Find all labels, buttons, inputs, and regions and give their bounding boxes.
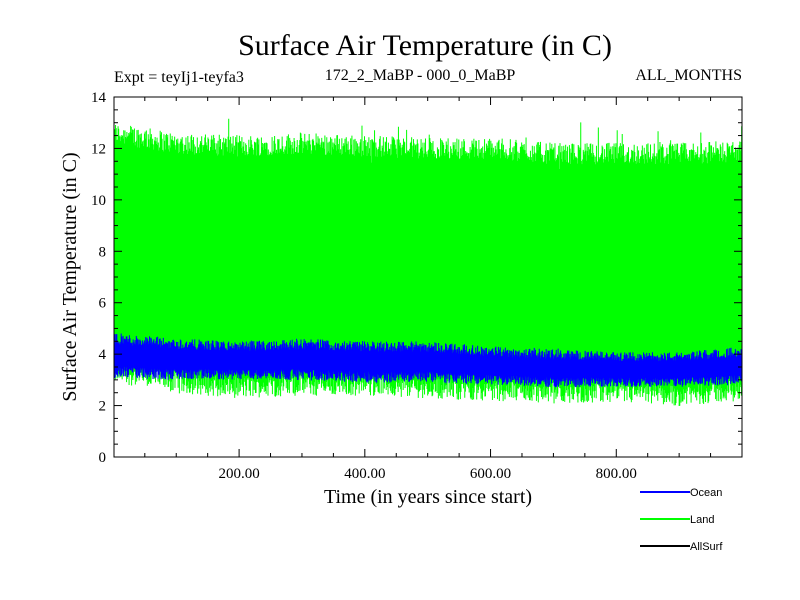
y-tick-label: 6 xyxy=(99,296,107,312)
legend: Ocean Land AllSurf xyxy=(640,487,723,553)
legend-label-ocean: Ocean xyxy=(690,487,722,499)
months-label: ALL_MONTHS xyxy=(635,67,742,84)
x-tick-label: 400.00 xyxy=(344,466,385,482)
y-tick-label: 4 xyxy=(99,347,107,363)
period-label: 172_2_MaBP - 000_0_MaBP xyxy=(325,67,516,84)
y-tick-label: 10 xyxy=(91,193,106,209)
plot-area xyxy=(114,118,742,407)
x-axis-label: Time (in years since start) xyxy=(324,486,532,508)
y-axis-label: Surface Air Temperature (in C) xyxy=(59,152,81,401)
x-tick-label: 200.00 xyxy=(218,466,259,482)
y-tick-label: 2 xyxy=(99,399,107,415)
series-land-line xyxy=(114,118,742,407)
x-tick-label: 800.00 xyxy=(596,466,637,482)
y-tick-label: 12 xyxy=(91,141,106,157)
y-tick-label: 0 xyxy=(99,450,107,466)
chart-title: Surface Air Temperature (in C) xyxy=(238,29,612,62)
legend-label-land: Land xyxy=(690,514,714,526)
y-tick-label: 8 xyxy=(99,244,107,260)
legend-label-allsurf: AllSurf xyxy=(690,541,723,553)
series-layer xyxy=(114,118,742,407)
experiment-label: Expt = teyIj1-teyfa3 xyxy=(114,69,244,86)
y-tick-label: 14 xyxy=(91,90,107,106)
series-ocean-line xyxy=(114,333,742,388)
x-tick-label: 600.00 xyxy=(470,466,511,482)
axes-layer: 0 2 4 6 8 10 12 14 200.00 400.00 600.00 800.00 xyxy=(91,90,742,482)
